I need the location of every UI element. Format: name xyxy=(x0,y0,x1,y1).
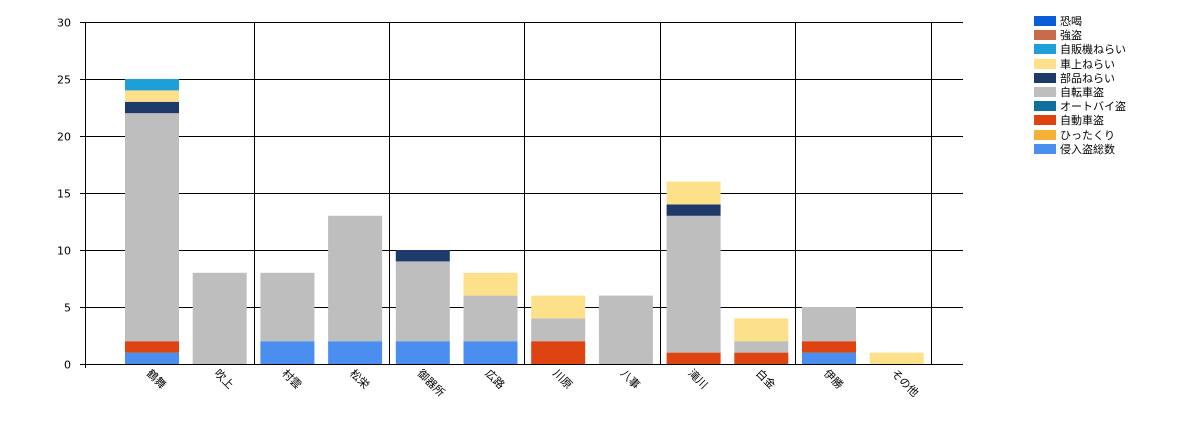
x-tick-label: 川原 xyxy=(550,367,575,392)
legend-swatch xyxy=(1034,101,1056,112)
x-tick-label: 白金 xyxy=(753,366,778,391)
bar-segment xyxy=(531,318,586,342)
legend-swatch xyxy=(1034,16,1056,27)
bar-segment xyxy=(463,295,518,342)
bar-segment xyxy=(802,352,856,364)
axis-layer xyxy=(80,22,963,368)
bar-segment xyxy=(666,204,721,216)
bar-segment xyxy=(734,341,789,353)
legend-swatch xyxy=(1034,58,1056,69)
bar-segment xyxy=(328,215,383,342)
bar-segment xyxy=(125,113,179,342)
bar-layer xyxy=(125,79,924,364)
legend-label: 自販機ねらい xyxy=(1060,43,1126,57)
bar-segment xyxy=(395,261,450,342)
bar-segment xyxy=(125,90,179,102)
x-tick-label: 松栄 xyxy=(347,366,372,391)
x-tick-label: 八事 xyxy=(618,367,643,392)
legend-label: 車上ねらい xyxy=(1060,57,1115,71)
legend-item: オートバイ盗 xyxy=(1034,99,1126,113)
legend-label: 自動車盗 xyxy=(1060,114,1104,128)
bar-segment xyxy=(666,215,721,353)
bar-segment xyxy=(125,101,179,114)
legend-swatch xyxy=(1034,72,1056,83)
legend-item: ひったくり xyxy=(1034,128,1126,142)
bar-segment xyxy=(192,272,247,364)
legend-item: 侵入盗総数 xyxy=(1034,142,1126,156)
legend-swatch xyxy=(1034,44,1056,55)
bar-segment xyxy=(869,352,924,364)
y-tick-label: 25 xyxy=(57,74,71,87)
x-tick-label: 吹上 xyxy=(212,367,237,392)
y-tick-label: 30 xyxy=(57,17,71,30)
bar-segment xyxy=(125,79,179,91)
x-tick-label: 広路 xyxy=(482,367,507,392)
legend-swatch xyxy=(1034,87,1056,98)
x-tick-label: 村雲 xyxy=(279,366,304,391)
bar-segment xyxy=(531,295,586,319)
bar-segment xyxy=(734,318,789,342)
y-tick-label: 0 xyxy=(64,359,71,372)
x-tick-label: 鶴舞 xyxy=(144,366,169,391)
legend-swatch xyxy=(1034,143,1056,154)
legend-label: オートバイ盗 xyxy=(1060,100,1126,114)
bar-segment xyxy=(125,341,179,353)
legend-swatch xyxy=(1034,129,1056,140)
x-tick-label: 伊勝 xyxy=(821,366,846,391)
legend-label: 恐喝 xyxy=(1060,15,1082,29)
legend-swatch xyxy=(1034,30,1056,41)
y-tick-label: 20 xyxy=(57,131,71,144)
bar-segment xyxy=(463,272,518,296)
bar-segment xyxy=(802,307,856,342)
bar-segment xyxy=(395,250,450,262)
bar-segment xyxy=(260,272,315,342)
bar-segment xyxy=(598,295,653,364)
bar-segment xyxy=(125,352,179,364)
bar-segment xyxy=(666,181,721,205)
y-tick-label: 10 xyxy=(57,245,71,258)
legend-item: 自転車盗 xyxy=(1034,85,1126,99)
legend-item: 自販機ねらい xyxy=(1034,42,1126,56)
x-tick-label: 御器所 xyxy=(415,366,448,399)
legend-label: ひったくり xyxy=(1060,128,1115,142)
y-tick-label: 15 xyxy=(57,188,71,201)
legend-item: 恐喝 xyxy=(1034,14,1126,28)
bar-segment xyxy=(260,341,315,364)
bar-segment xyxy=(328,341,383,364)
bar-segment xyxy=(395,341,450,364)
bar-segment xyxy=(531,341,586,364)
legend-label: 自転車盗 xyxy=(1060,86,1104,100)
legend-label: 部品ねらい xyxy=(1060,71,1115,85)
x-tick-label: その他 xyxy=(889,367,922,400)
bar-segment xyxy=(734,352,789,364)
x-tick-label: 滝川 xyxy=(685,367,710,392)
bar-segment xyxy=(463,341,518,364)
legend-swatch xyxy=(1034,115,1056,126)
legend-item: 部品ねらい xyxy=(1034,71,1126,85)
legend-label: 侵入盗総数 xyxy=(1060,142,1115,156)
legend-item: 車上ねらい xyxy=(1034,57,1126,71)
legend-item: 強盗 xyxy=(1034,28,1126,42)
legend-item: 自動車盗 xyxy=(1034,113,1126,127)
legend-label: 強盗 xyxy=(1060,29,1082,43)
bar-segment xyxy=(802,341,856,353)
chart-legend: 恐喝 強盗 自販機ねらい 車上ねらい 部品ねらい 自転車盗 オートバイ盗 自動車盗 ひったくり侵… xyxy=(1034,14,1126,156)
bar-segment xyxy=(666,352,721,364)
y-tick-label: 5 xyxy=(64,302,71,315)
